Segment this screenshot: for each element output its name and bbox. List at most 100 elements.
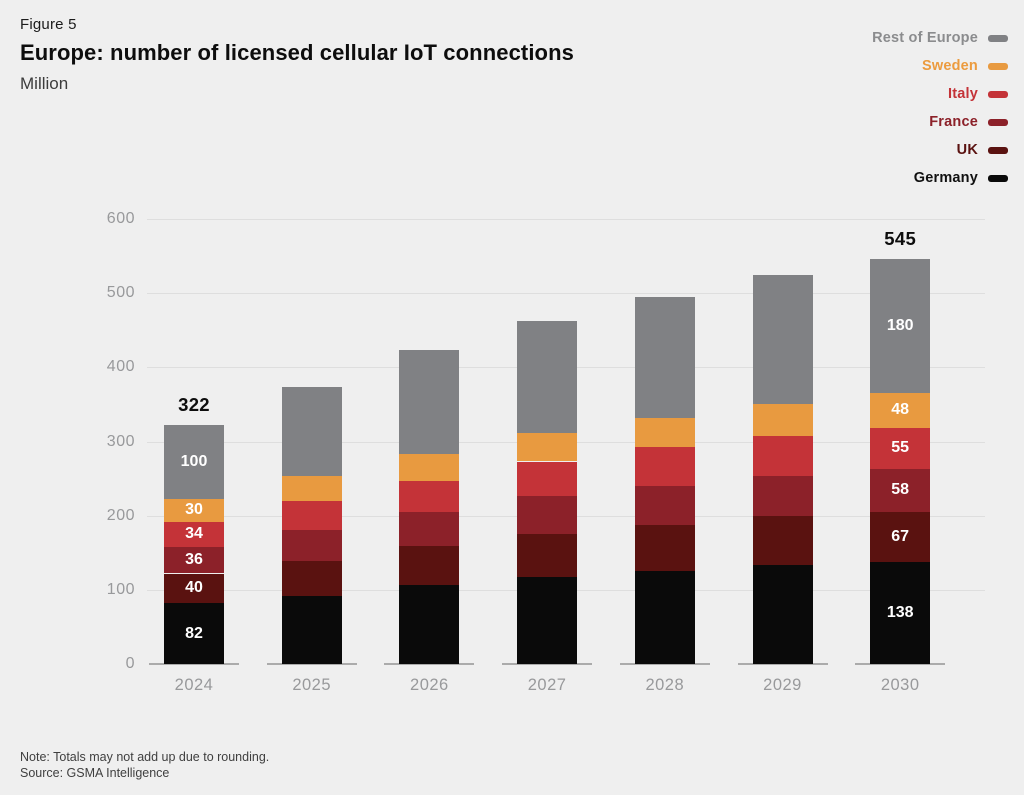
data-label-2024-rest-of-europe: 100 xyxy=(180,453,208,471)
bar-segment-2025-uk xyxy=(281,560,342,596)
bar-segment-2027-sweden xyxy=(517,433,578,462)
bar-segment-2029-rest-of-europe xyxy=(752,274,813,404)
chart-legend: Rest of Europe Sweden Italy France UK Germany xyxy=(872,24,1008,192)
x-axis-baseline-2024 xyxy=(149,663,239,665)
legend-swatch-icon xyxy=(988,90,1008,98)
bar-segment-2029-germany xyxy=(752,565,813,664)
y-axis-tick-300: 300 xyxy=(106,432,135,450)
legend-item-france: France xyxy=(872,108,1008,136)
data-label-2024-italy: 34 xyxy=(185,525,203,543)
data-label-2024-france: 36 xyxy=(185,551,203,569)
gridline-500 xyxy=(147,293,985,295)
x-axis-tick-2029: 2029 xyxy=(763,676,802,694)
x-axis-baseline-2025 xyxy=(266,663,357,665)
data-label-2030-uk: 67 xyxy=(891,527,910,545)
bar-segment-2030-germany xyxy=(870,561,931,664)
legend-swatch-icon xyxy=(988,34,1008,42)
y-axis-tick-0: 0 xyxy=(125,655,135,672)
bar-segment-2030-sweden xyxy=(870,392,931,429)
y-axis-tick-100: 100 xyxy=(106,580,135,598)
data-label-2030-france: 58 xyxy=(891,481,910,499)
bar-segment-2029-france xyxy=(752,475,813,517)
bar-segment-2024-rest-of-europe xyxy=(164,425,224,500)
bar-segment-2028-france xyxy=(634,486,695,525)
bar-segment-2028-italy xyxy=(634,447,695,486)
x-axis-tick-2024: 2024 xyxy=(174,676,214,694)
bar-segment-2029-sweden xyxy=(752,403,813,437)
x-axis-baseline-2030 xyxy=(855,663,946,665)
bar-segment-2026-france xyxy=(399,512,460,547)
figure-footer: Note: Totals may not add up due to round… xyxy=(20,749,269,781)
legend-label: France xyxy=(929,114,978,130)
y-axis-tick-600: 600 xyxy=(106,210,135,227)
data-label-2024-uk: 40 xyxy=(185,579,203,597)
bar-segment-2025-italy xyxy=(281,500,342,530)
legend-label: UK xyxy=(956,142,978,158)
page-title: Europe: number of licensed cellular IoT … xyxy=(20,40,574,65)
legend-label: Italy xyxy=(947,86,978,102)
bar-segment-2027-italy xyxy=(517,461,578,497)
x-axis-tick-2030: 2030 xyxy=(880,676,920,694)
legend-label: Germany xyxy=(913,170,978,186)
data-label-2030-germany: 138 xyxy=(886,603,914,621)
legend-swatch-icon xyxy=(988,146,1008,154)
y-axis-tick-200: 200 xyxy=(106,506,135,524)
bar-segment-2024-sweden xyxy=(164,499,224,522)
figure-header: Figure 5 Europe: number of licensed cell… xyxy=(20,16,574,94)
chart-unit-label: Million xyxy=(20,74,69,93)
data-label-2030-rest-of-europe: 180 xyxy=(886,316,914,334)
bar-segment-2025-rest-of-europe xyxy=(281,386,342,476)
data-label-2030-italy: 55 xyxy=(891,439,910,457)
legend-item-rest-of-europe: Rest of Europe xyxy=(872,24,1008,52)
bar-segment-2028-rest-of-europe xyxy=(634,296,695,418)
bar-segment-2030-rest-of-europe xyxy=(870,259,931,393)
x-axis-baseline-2029 xyxy=(737,663,828,665)
bar-segment-2029-uk xyxy=(752,516,813,566)
x-axis-baseline-2026 xyxy=(384,663,475,665)
bar-segment-2026-germany xyxy=(399,584,460,664)
legend-label: Sweden xyxy=(922,58,978,74)
bar-segment-2026-italy xyxy=(399,480,460,512)
x-axis-baseline-2028 xyxy=(619,663,710,665)
x-axis-tick-2026: 2026 xyxy=(410,676,449,694)
bar-segment-2028-sweden xyxy=(634,417,695,448)
legend-item-italy: Italy xyxy=(872,80,1008,108)
bar-segment-2030-uk xyxy=(870,512,931,562)
data-label-2030-sweden: 48 xyxy=(891,401,910,419)
data-label-2024-germany: 82 xyxy=(185,624,203,642)
legend-swatch-icon xyxy=(988,174,1008,182)
bar-segment-2028-germany xyxy=(634,570,695,664)
total-label-2024: 322 xyxy=(178,394,210,416)
x-axis-tick-2025: 2025 xyxy=(292,676,332,694)
bar-segment-2030-italy xyxy=(870,428,931,469)
bar-segment-2024-italy xyxy=(164,521,224,547)
legend-swatch-icon xyxy=(988,62,1008,70)
bar-segment-2024-france xyxy=(164,546,224,574)
total-label-2030: 545 xyxy=(884,228,917,249)
legend-label: Rest of Europe xyxy=(872,30,978,46)
bar-segment-2028-uk xyxy=(634,524,695,571)
figure-number: Figure 5 xyxy=(20,16,77,33)
y-axis-tick-500: 500 xyxy=(106,284,135,302)
footnote: Note: Totals may not add up due to round… xyxy=(20,750,270,764)
legend-item-sweden: Sweden xyxy=(872,52,1008,80)
bar-segment-2026-rest-of-europe xyxy=(399,349,460,455)
bar-segment-2029-italy xyxy=(752,436,813,476)
legend-item-uk: UK xyxy=(872,136,1008,164)
x-axis-tick-2027: 2027 xyxy=(527,676,567,694)
x-axis-tick-2028: 2028 xyxy=(645,676,685,694)
y-axis-tick-400: 400 xyxy=(106,358,135,376)
bar-segment-2024-germany xyxy=(164,603,224,664)
x-axis-baseline-2027 xyxy=(502,663,593,665)
bar-segment-2030-france xyxy=(870,468,931,512)
bar-segment-2026-uk xyxy=(399,546,460,585)
bar-segment-2026-sweden xyxy=(399,454,460,481)
legend-item-germany: Germany xyxy=(872,164,1008,192)
bar-segment-2024-uk xyxy=(164,573,224,604)
bar-segment-2025-france xyxy=(281,529,342,561)
legend-swatch-icon xyxy=(988,118,1008,126)
gridline-600 xyxy=(147,219,985,220)
bar-segment-2027-germany xyxy=(517,577,578,664)
bar-segment-2027-france xyxy=(517,496,578,535)
